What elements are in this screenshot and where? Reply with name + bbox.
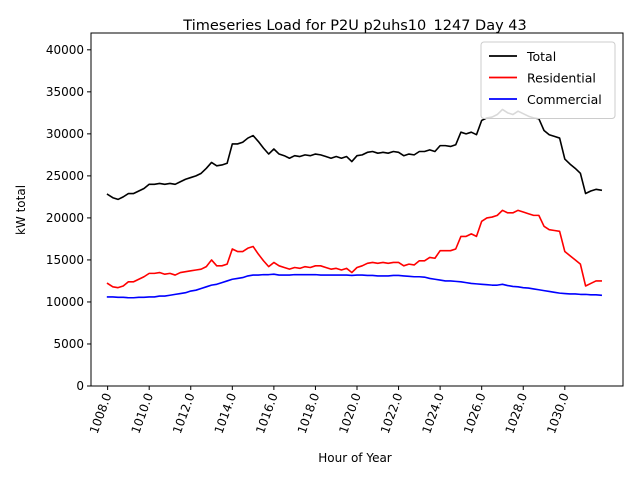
y-tick-label: 25000 bbox=[46, 169, 84, 183]
y-tick-label: 0 bbox=[76, 379, 84, 393]
y-tick-label: 30000 bbox=[46, 127, 84, 141]
y-tick-label: 35000 bbox=[46, 85, 84, 99]
y-axis: 0 5000 10000 15000 20000 25000 30000 35000 40000 bbox=[46, 43, 91, 393]
y-axis-label: kW total bbox=[14, 185, 28, 235]
legend-label-commercial: Commercial bbox=[527, 92, 602, 107]
y-tick-label: 5000 bbox=[53, 337, 84, 351]
legend-label-total: Total bbox=[526, 49, 556, 64]
series-line-commercial bbox=[106, 273, 603, 299]
y-tick-label: 10000 bbox=[46, 295, 84, 309]
legend-label-residential: Residential bbox=[527, 71, 596, 86]
y-tick-label: 40000 bbox=[46, 43, 84, 57]
chart-title: Timeseries Load for P2U p2uhs10_1247 Day… bbox=[182, 18, 526, 34]
legend: Total Residential Commercial bbox=[480, 41, 616, 119]
series-line-residential bbox=[106, 209, 602, 289]
x-axis-label: Hour of Year bbox=[318, 451, 392, 465]
y-tick-label: 15000 bbox=[46, 253, 84, 267]
y-tick-label: 20000 bbox=[46, 211, 84, 225]
